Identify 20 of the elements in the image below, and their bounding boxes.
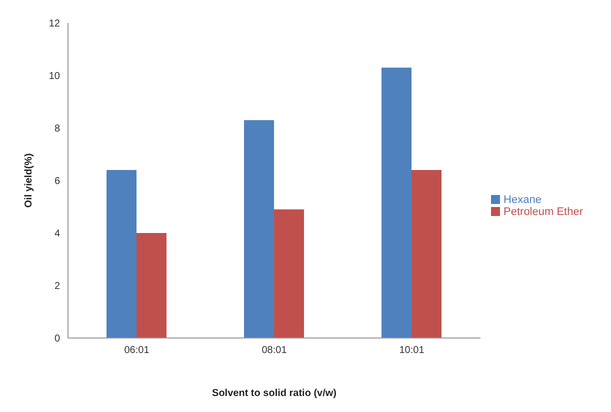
bar	[244, 120, 274, 338]
y-tick-label: 12	[48, 18, 60, 30]
y-tick-label: 8	[54, 124, 60, 135]
x-axis-title: Solvent to solid ratio (v/w)	[212, 388, 336, 399]
y-tick-label: 2	[54, 281, 60, 292]
y-tick-label: 0	[54, 334, 60, 345]
y-tick-label: 6	[54, 176, 60, 188]
x-tick-label: 06:01	[124, 345, 150, 356]
bar	[274, 209, 304, 338]
x-tick-label: 08:01	[262, 345, 288, 356]
bar	[136, 233, 166, 338]
legend-label: Petroleum Ether	[504, 206, 583, 218]
bar	[382, 68, 412, 338]
y-axis-title: Oil yield(%)	[24, 153, 35, 208]
bar	[106, 170, 136, 338]
legend-label: Hexane	[504, 194, 542, 206]
bar	[412, 170, 442, 338]
y-tick-label: 4	[54, 228, 60, 240]
x-tick-label: 10:01	[399, 345, 425, 356]
y-tick-label: 10	[48, 71, 60, 82]
